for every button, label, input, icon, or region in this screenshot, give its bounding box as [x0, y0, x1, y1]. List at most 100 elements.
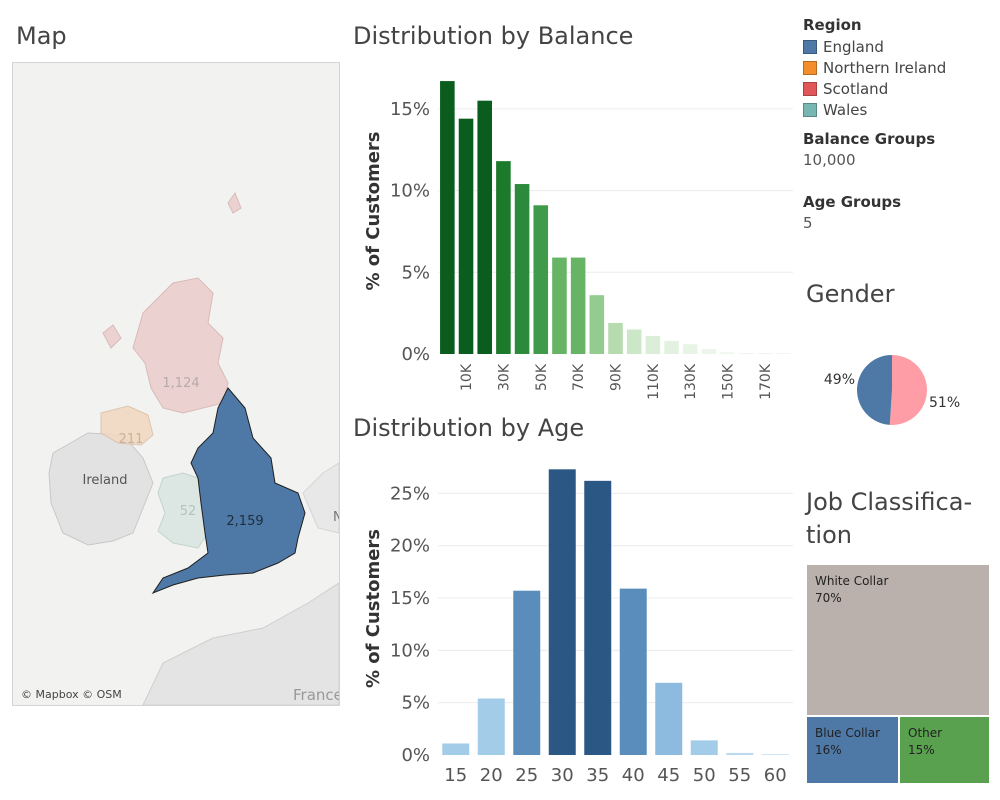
balance-bar[interactable] — [626, 329, 642, 354]
legend-item-northern-ireland[interactable]: Northern Ireland — [803, 57, 993, 78]
treemap-cell-white-collar[interactable]: White Collar 70% — [806, 564, 990, 716]
balance-bar[interactable] — [757, 353, 773, 354]
map-view[interactable]: 1,124 211 Ireland 52 2,159 France N © Ma… — [12, 62, 340, 706]
balance-bar[interactable] — [477, 100, 492, 354]
x-tick-label: 50 — [693, 765, 716, 786]
y-tick-label: 5% — [401, 262, 430, 283]
balance-bar[interactable] — [552, 257, 567, 354]
balance-bar[interactable] — [645, 336, 661, 354]
wales-shape[interactable] — [157, 472, 209, 549]
balance-bar[interactable] — [720, 352, 735, 354]
age-groups-title: Age Groups — [803, 193, 902, 211]
balance-bar[interactable] — [570, 257, 586, 354]
job-title: Job Classifica- tion — [806, 486, 972, 552]
x-tick-label: 130K — [683, 363, 699, 400]
age-bar[interactable] — [584, 480, 612, 755]
legend-label: Scotland — [823, 79, 889, 98]
scotland-islands — [102, 191, 242, 349]
norway-fragment — [302, 462, 339, 534]
job-treemap[interactable]: White Collar 70% Blue Collar 16% Other 1… — [806, 564, 990, 784]
balance-bar[interactable] — [682, 344, 698, 354]
y-tick-label: 25% — [390, 483, 430, 504]
x-tick-label: 30 — [551, 765, 574, 786]
age-bar[interactable] — [513, 590, 541, 755]
gender-pie-chart[interactable]: 49% 51% — [806, 340, 996, 440]
balance-bar[interactable] — [776, 353, 791, 354]
treemap-value: 15% — [908, 743, 935, 757]
legend-swatch — [803, 102, 817, 117]
x-tick-label: 35 — [586, 765, 609, 786]
pie-slice-female[interactable] — [889, 355, 927, 425]
balance-bar[interactable] — [589, 295, 605, 354]
map-title: Map — [16, 22, 67, 50]
x-tick-label: 50K — [534, 363, 550, 391]
age-bar[interactable] — [726, 752, 754, 755]
x-tick-label: 30K — [496, 363, 512, 391]
balance-bar[interactable] — [739, 353, 754, 354]
legend-label: England — [823, 37, 884, 56]
y-tick-label: 20% — [390, 536, 430, 557]
x-tick-label: 20 — [480, 765, 503, 786]
ireland-shape[interactable] — [48, 432, 154, 546]
age-groups-value[interactable]: 5 — [803, 214, 813, 232]
map-attribution: © Mapbox © OSM — [21, 688, 122, 701]
map-canvas[interactable]: 1,124 211 Ireland 52 2,159 France N © Ma… — [13, 63, 339, 705]
balance-bar[interactable] — [664, 340, 679, 354]
map-label-france: France — [293, 686, 339, 704]
treemap-label: White Collar — [815, 574, 889, 588]
x-tick-label: 25 — [515, 765, 538, 786]
age-bar[interactable] — [690, 740, 718, 755]
legend-item-wales[interactable]: Wales — [803, 99, 993, 120]
x-tick-label: 150K — [721, 363, 737, 400]
legend-swatch — [803, 39, 817, 54]
y-tick-label: 10% — [390, 181, 430, 202]
balance-bar[interactable] — [608, 322, 623, 354]
balance-bar[interactable] — [496, 161, 511, 354]
legend-panel: Region England Northern Ireland Scotland… — [803, 16, 993, 232]
x-tick-label: 60 — [764, 765, 787, 786]
age-bar[interactable] — [548, 469, 576, 755]
balance-bar[interactable] — [533, 205, 549, 354]
x-tick-label: 55 — [728, 765, 751, 786]
scotland-shape[interactable] — [132, 277, 229, 414]
map-label-wales: 52 — [180, 504, 197, 519]
x-tick-label: 110K — [646, 363, 662, 400]
balance-bar[interactable] — [701, 349, 717, 354]
age-bar[interactable] — [619, 588, 647, 755]
balance-bar[interactable] — [514, 184, 530, 354]
map-label-edge-n: N — [333, 510, 339, 525]
age-chart-title: Distribution by Age — [353, 414, 585, 442]
balance-groups-value[interactable]: 10,000 — [803, 151, 856, 169]
y-tick-label: 10% — [390, 640, 430, 661]
northern-ireland-shape[interactable] — [100, 405, 154, 446]
x-tick-label: 90K — [609, 363, 625, 391]
age-chart[interactable]: 0% 5% 10% 15% 20% 25% % of Customers 15 20 25 30 35… — [350, 452, 795, 794]
treemap-value: 70% — [815, 591, 842, 605]
balance-groups-title: Balance Groups — [803, 130, 936, 148]
map-label-ireland: Ireland — [83, 473, 128, 488]
england-shape[interactable] — [151, 387, 306, 595]
legend-swatch — [803, 60, 817, 75]
balance-chart-title: Distribution by Balance — [353, 22, 634, 50]
job-title-line1: Job Classifica- — [806, 488, 973, 516]
age-bar[interactable] — [477, 698, 505, 755]
balance-chart[interactable]: 0% 5% 10% 15% % of Customers 10K 30K 50K 70K 90K 1… — [350, 58, 795, 403]
y-tick-label: 5% — [401, 693, 430, 714]
balance-bar[interactable] — [458, 118, 474, 354]
legend-item-england[interactable]: England — [803, 36, 993, 57]
x-tick-label: 45 — [657, 765, 680, 786]
x-tick-label: 10K — [459, 363, 475, 391]
age-bar[interactable] — [655, 682, 683, 755]
map-label-england: 2,159 — [226, 514, 263, 529]
region-legend-list: England Northern Ireland Scotland Wales — [803, 36, 993, 120]
treemap-label: Other — [908, 726, 943, 740]
age-bar[interactable] — [442, 743, 470, 755]
balance-bar[interactable] — [440, 81, 455, 355]
europe-land — [142, 582, 339, 705]
age-bar[interactable] — [761, 754, 789, 755]
pie-slice-male[interactable] — [856, 355, 892, 425]
pie-label-left: 49% — [824, 372, 855, 388]
legend-item-scotland[interactable]: Scotland — [803, 78, 993, 99]
treemap-cell-other[interactable]: Other 15% — [899, 716, 990, 784]
treemap-cell-blue-collar[interactable]: Blue Collar 16% — [806, 716, 899, 784]
